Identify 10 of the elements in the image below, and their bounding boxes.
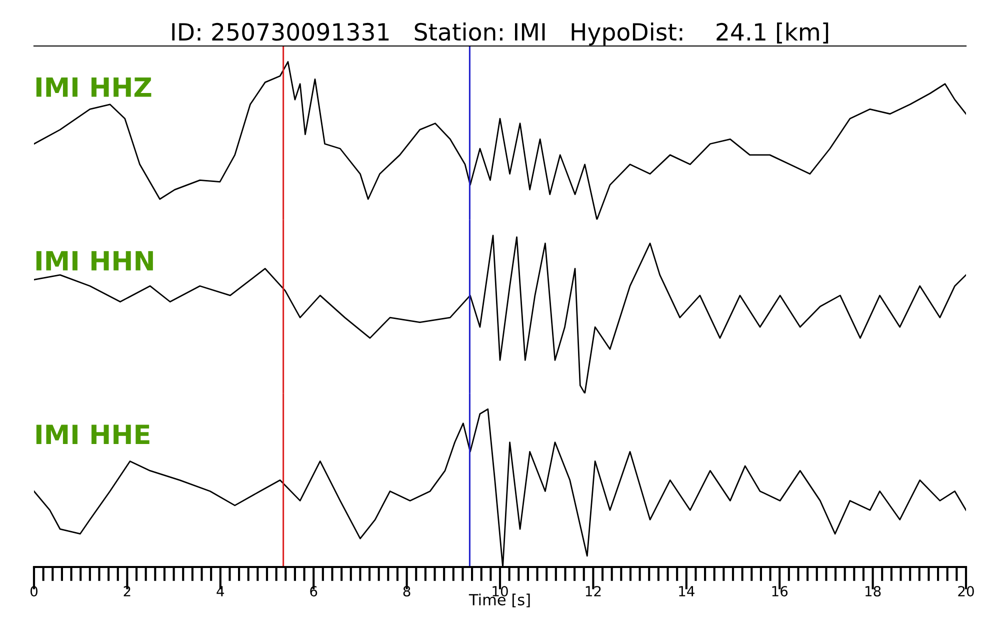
x-tick-label: 20 (958, 586, 974, 596)
chart-title: ID: 250730091331 Station: IMI HypoDist: 24.1 [km] (172, 22, 828, 46)
x-tick-label: 16 (772, 586, 788, 596)
series-label: IMI HHE (36, 424, 150, 444)
series-label: IMI HHZ (36, 77, 152, 97)
x-tick-label: 18 (865, 586, 881, 596)
x-tick-label: 12 (586, 586, 601, 596)
series-label: IMI HHN (36, 251, 153, 270)
x-tick-label: 14 (679, 586, 694, 596)
x-tick-label: 8 (403, 586, 410, 596)
